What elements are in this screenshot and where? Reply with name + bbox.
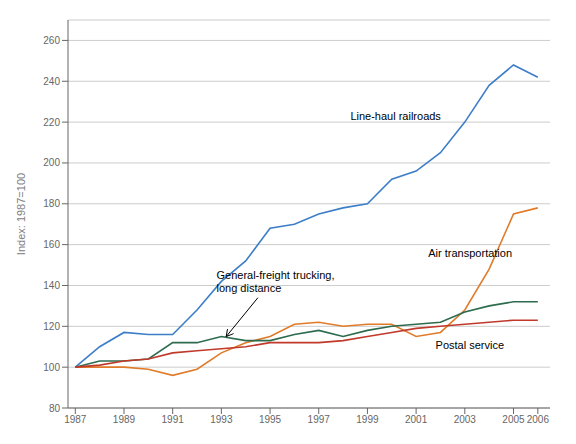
svg-text:1987: 1987 <box>64 414 87 425</box>
svg-text:1991: 1991 <box>162 414 185 425</box>
svg-text:2001: 2001 <box>405 414 428 425</box>
svg-text:2005: 2005 <box>502 414 525 425</box>
svg-text:1997: 1997 <box>308 414 331 425</box>
svg-text:120: 120 <box>43 321 60 332</box>
svg-text:140: 140 <box>43 280 60 291</box>
svg-text:100: 100 <box>43 362 60 373</box>
svg-text:1999: 1999 <box>356 414 379 425</box>
svg-text:240: 240 <box>43 76 60 87</box>
svg-text:1989: 1989 <box>113 414 136 425</box>
svg-text:1993: 1993 <box>210 414 233 425</box>
svg-text:80: 80 <box>49 403 61 414</box>
svg-text:260: 260 <box>43 35 60 46</box>
svg-text:1995: 1995 <box>259 414 282 425</box>
svg-text:2006: 2006 <box>527 414 550 425</box>
svg-text:General-freight trucking,long: General-freight trucking,long distance <box>216 269 334 294</box>
svg-text:Index: 1987=100: Index: 1987=100 <box>15 173 27 255</box>
svg-text:200: 200 <box>43 157 60 168</box>
svg-text:Postal service: Postal service <box>436 339 504 351</box>
svg-text:Air transportation: Air transportation <box>428 247 512 259</box>
svg-text:220: 220 <box>43 117 60 128</box>
svg-text:160: 160 <box>43 239 60 250</box>
svg-text:2003: 2003 <box>454 414 477 425</box>
svg-text:Line-haul railroads: Line-haul railroads <box>350 110 441 122</box>
svg-text:180: 180 <box>43 198 60 209</box>
